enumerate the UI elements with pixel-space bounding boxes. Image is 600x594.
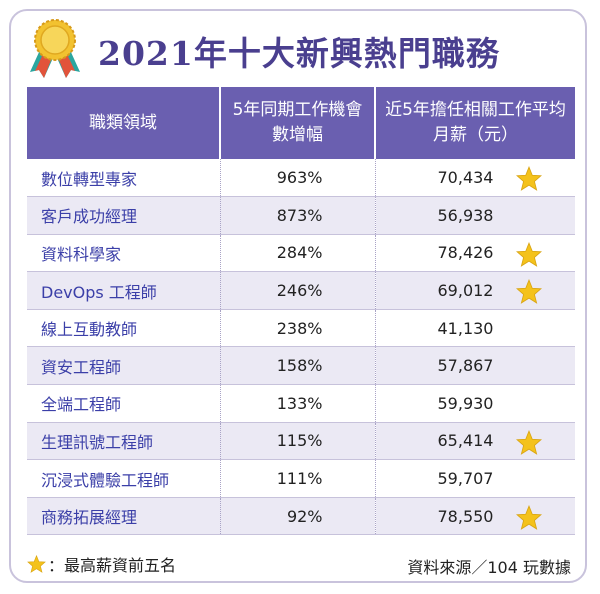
salary-value: 69,012	[437, 281, 494, 301]
role-cell: 客戶成功經理	[27, 196, 220, 235]
header-growth: 5年同期工作機會數增幅	[219, 87, 375, 159]
role-cell: 沉浸式體驗工程師	[27, 459, 220, 498]
table-header-row: 職類領域 5年同期工作機會數增幅 近5年擔任相關工作平均月薪（元）	[27, 87, 575, 159]
role-cell: 資安工程師	[27, 346, 220, 386]
growth-cell: 238%	[219, 309, 375, 348]
table-row: 線上互動教師 238% 41,130	[27, 309, 575, 348]
salary-value: 65,414	[437, 431, 494, 451]
star-icon	[516, 279, 542, 305]
table-row: 資料科學家 284% 78,426	[27, 234, 575, 273]
salary-value: 41,130	[437, 318, 494, 338]
growth-cell: 963%	[219, 159, 375, 198]
table-row: 數位轉型專家 963% 70,434	[27, 159, 575, 198]
salary-cell: 69,012	[374, 271, 575, 310]
role-cell: 商務拓展經理	[27, 497, 220, 536]
salary-value: 78,550	[437, 506, 494, 526]
salary-cell: 59,707	[374, 459, 575, 498]
star-icon	[27, 555, 46, 573]
salary-value: 56,938	[437, 205, 494, 225]
table-row: 沉浸式體驗工程師 111% 59,707	[27, 459, 575, 498]
legend-text: ：最高薪資前五名	[48, 556, 177, 575]
table-row: 商務拓展經理 92% 78,550	[27, 497, 575, 536]
salary-value: 59,707	[437, 469, 494, 489]
role-cell: 線上互動教師	[27, 309, 220, 348]
star-icon	[516, 241, 542, 267]
role-cell: 資料科學家	[27, 234, 220, 273]
header-role: 職類領域	[27, 87, 220, 159]
salary-cell: 59,930	[374, 384, 575, 423]
salary-cell: 41,130	[374, 309, 575, 348]
star-icon	[516, 429, 542, 455]
salary-value: 78,426	[437, 243, 494, 263]
role-cell: 數位轉型專家	[27, 159, 220, 198]
page-title: 2021年十大新興熱門職務	[98, 34, 500, 73]
table-row: 全端工程師 133% 59,930	[27, 384, 575, 423]
salary-value: 70,434	[437, 168, 494, 188]
award-medal-icon	[30, 19, 80, 78]
data-source: 資料來源／104 玩數據	[407, 558, 571, 577]
jobs-table: 職類領域 5年同期工作機會數增幅 近5年擔任相關工作平均月薪（元） 數位轉型專家…	[27, 87, 575, 536]
table-row: 客戶成功經理 873% 56,938	[27, 196, 575, 235]
salary-cell: 70,434	[374, 159, 575, 198]
salary-value: 57,867	[437, 356, 494, 376]
table-row: DevOps 工程師 246% 69,012	[27, 271, 575, 310]
footer: ：最高薪資前五名 資料來源／104 玩數據	[27, 552, 575, 578]
star-icon	[516, 166, 542, 191]
growth-cell: 873%	[219, 196, 375, 235]
salary-value: 59,930	[437, 393, 494, 413]
growth-cell: 115%	[219, 422, 375, 461]
table-row: 生理訊號工程師 115% 65,414	[27, 422, 575, 461]
salary-cell: 56,938	[374, 196, 575, 235]
role-cell: DevOps 工程師	[27, 271, 220, 310]
salary-cell: 65,414	[374, 422, 575, 461]
role-cell: 生理訊號工程師	[27, 422, 220, 461]
title-row: 2021年十大新興熱門職務	[14, 14, 574, 80]
growth-cell: 133%	[219, 384, 375, 423]
growth-cell: 92%	[219, 497, 375, 536]
table-row: 資安工程師 158% 57,867	[27, 346, 575, 386]
growth-cell: 111%	[219, 459, 375, 498]
growth-cell: 246%	[219, 271, 375, 310]
role-cell: 全端工程師	[27, 384, 220, 423]
header-salary: 近5年擔任相關工作平均月薪（元）	[374, 87, 575, 159]
star-icon	[516, 504, 542, 530]
salary-cell: 78,550	[374, 497, 575, 536]
growth-cell: 284%	[219, 234, 375, 273]
legend: ：最高薪資前五名	[27, 552, 176, 576]
growth-cell: 158%	[219, 346, 375, 386]
salary-cell: 57,867	[374, 346, 575, 386]
salary-cell: 78,426	[374, 234, 575, 273]
